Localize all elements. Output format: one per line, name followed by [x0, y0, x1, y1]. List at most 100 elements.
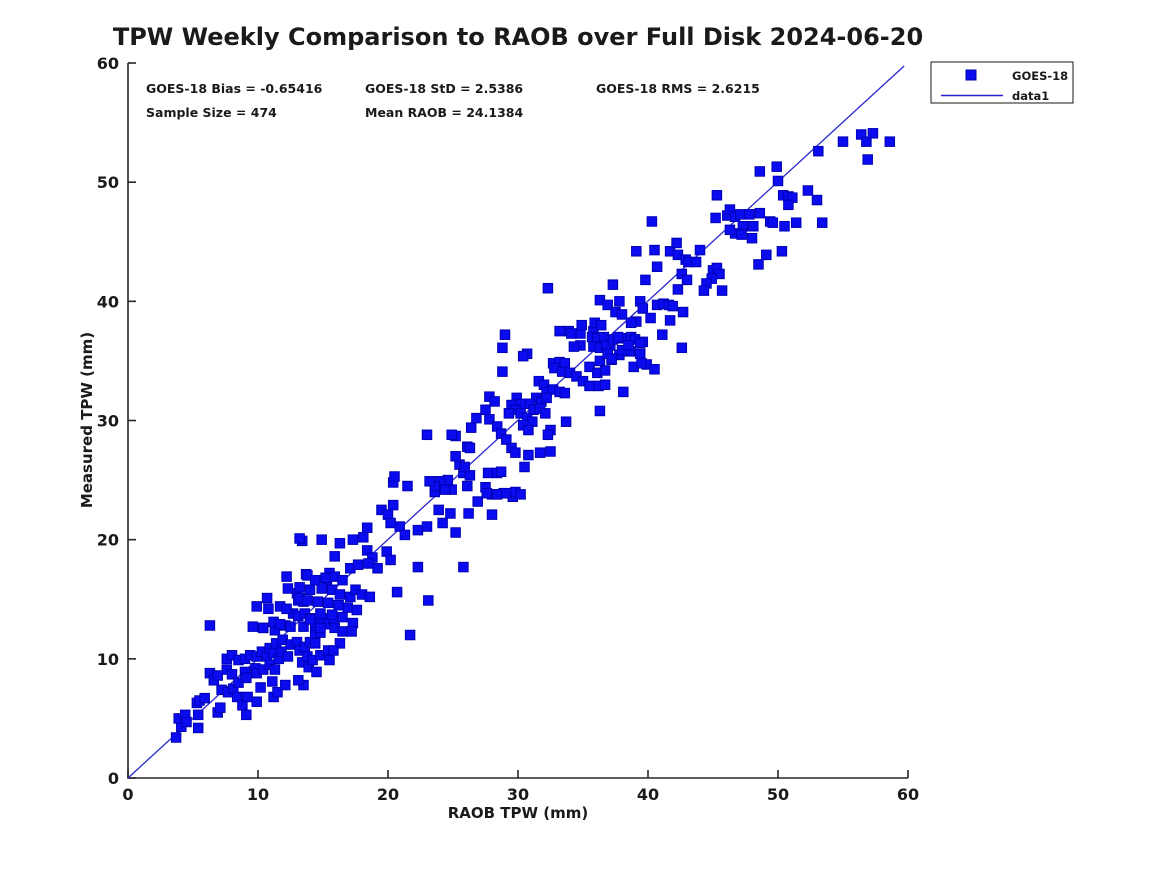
- data-point: [450, 527, 461, 538]
- data-point: [267, 676, 278, 687]
- data-point: [649, 244, 660, 256]
- data-point: [272, 686, 283, 698]
- data-point: [481, 487, 493, 499]
- data-point: [269, 664, 281, 675]
- data-point: [364, 591, 376, 603]
- data-point: [724, 224, 736, 236]
- data-point: [459, 461, 470, 473]
- data-point: [754, 166, 766, 177]
- data-point: [463, 508, 474, 519]
- data-point: [646, 216, 658, 227]
- data-point: [790, 217, 802, 228]
- data-point: [510, 447, 521, 458]
- svg-text:60: 60: [897, 785, 919, 804]
- data-point: [424, 476, 435, 487]
- data-point: [559, 387, 571, 399]
- data-point: [623, 340, 634, 351]
- data-point: [445, 508, 456, 519]
- data-point: [316, 534, 327, 545]
- svg-text:0: 0: [108, 769, 119, 788]
- data-point: [450, 451, 461, 462]
- data-point: [584, 380, 595, 392]
- data-point: [837, 136, 849, 147]
- data-point: [584, 361, 595, 373]
- legend-goes18-marker-icon: [965, 69, 977, 81]
- data-point: [324, 654, 335, 666]
- data-point: [391, 586, 403, 598]
- data-point: [199, 692, 210, 704]
- data-point: [862, 154, 873, 165]
- data-point: [776, 246, 788, 257]
- data-point: [614, 296, 625, 307]
- data-point: [649, 364, 660, 375]
- data-point: [241, 709, 252, 721]
- data-point: [636, 358, 647, 369]
- data-point: [560, 416, 572, 427]
- legend-goes18-label[interactable]: GOES-18: [1012, 69, 1068, 83]
- data-point: [616, 309, 628, 320]
- data-point: [710, 212, 721, 224]
- svg-text:50: 50: [97, 173, 119, 192]
- data-point: [412, 524, 424, 536]
- svg-text:10: 10: [97, 650, 119, 669]
- data-point: [458, 561, 469, 573]
- data-point: [412, 561, 424, 573]
- data-point: [667, 300, 678, 312]
- legend-data1-label[interactable]: data1: [1012, 89, 1049, 103]
- data-point: [657, 329, 668, 340]
- data-point: [433, 504, 444, 516]
- data-point: [471, 412, 482, 424]
- svg-text:40: 40: [637, 785, 659, 804]
- data-point: [540, 408, 551, 419]
- data-point: [309, 638, 321, 649]
- data-point: [192, 722, 204, 734]
- data-point: [861, 136, 872, 147]
- data-point: [226, 669, 238, 680]
- data-point: [399, 529, 411, 541]
- data-point: [311, 666, 322, 678]
- data-point: [212, 670, 223, 681]
- data-point: [181, 716, 192, 728]
- data-point: [247, 621, 259, 632]
- data-point: [542, 429, 554, 441]
- legend[interactable]: GOES-18 data1: [930, 61, 1074, 104]
- data-point: [499, 329, 511, 340]
- data-point: [618, 386, 629, 398]
- data-point: [402, 480, 413, 492]
- data-point: [251, 601, 262, 612]
- data-point: [813, 145, 824, 157]
- data-point: [304, 614, 316, 625]
- data-point: [282, 583, 294, 594]
- data-point: [334, 537, 346, 549]
- data-point: [251, 696, 262, 707]
- data-point: [783, 199, 794, 211]
- svg-text:20: 20: [377, 785, 399, 804]
- data-point: [387, 499, 399, 511]
- data-point: [753, 259, 764, 270]
- data-point: [204, 620, 216, 631]
- data-point: [328, 645, 339, 656]
- data-point: [568, 341, 580, 352]
- stat-rms: GOES-18 RMS = 2.6215: [596, 81, 760, 96]
- data-point: [694, 244, 706, 256]
- data-point: [625, 317, 637, 329]
- data-point: [241, 672, 252, 684]
- data-point: [651, 261, 663, 273]
- data-point: [497, 342, 508, 354]
- data-point: [293, 675, 304, 686]
- data-point: [767, 217, 779, 228]
- data-point: [312, 596, 324, 607]
- data-point: [486, 509, 498, 520]
- data-point: [464, 442, 476, 454]
- data-point: [315, 622, 326, 634]
- data-point: [421, 521, 433, 532]
- data-point: [333, 599, 344, 611]
- data-point: [334, 589, 346, 600]
- data-point: [645, 312, 656, 324]
- data-point: [595, 319, 607, 331]
- scatter-points: [170, 128, 896, 743]
- data-point: [744, 209, 755, 220]
- data-point: [519, 461, 530, 473]
- data-point: [599, 365, 611, 376]
